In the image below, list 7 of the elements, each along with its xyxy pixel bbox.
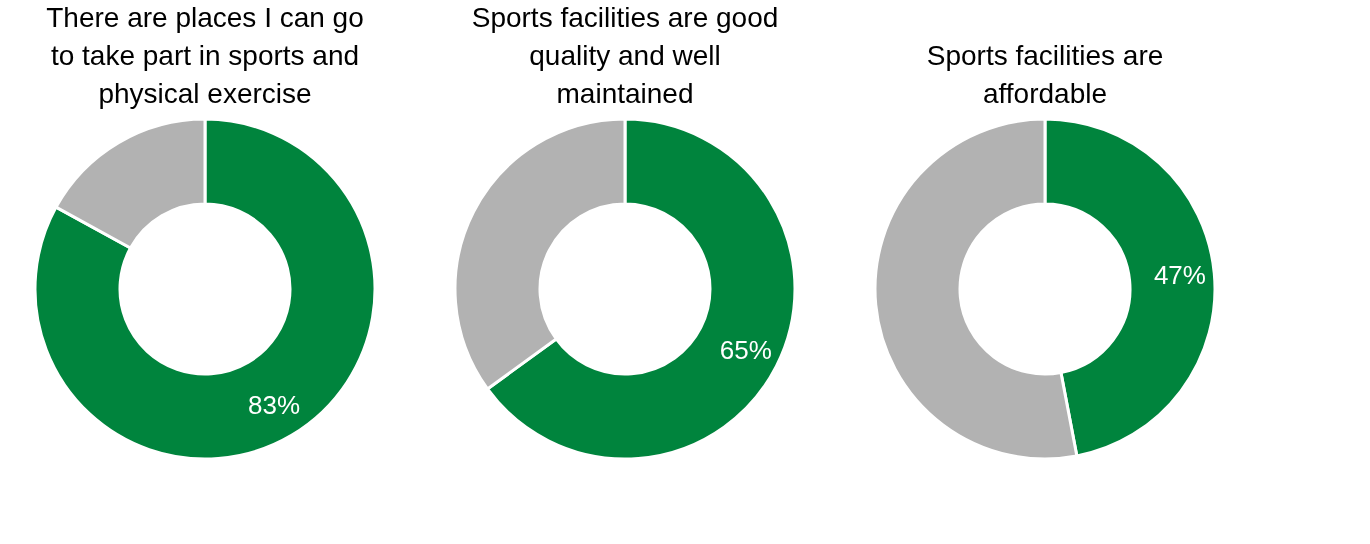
chart-title: Sports facilities are good quality and well maintained — [471, 2, 779, 109]
chart-title: Sports facilities are affordable — [926, 40, 1164, 109]
chart-title: There are places I can go to take part in sports and physical exercise — [46, 2, 364, 109]
data-label: 65% — [719, 334, 772, 365]
data-label: 47% — [1153, 260, 1206, 291]
donut-slice — [33, 117, 377, 461]
data-label: 83% — [247, 389, 300, 420]
